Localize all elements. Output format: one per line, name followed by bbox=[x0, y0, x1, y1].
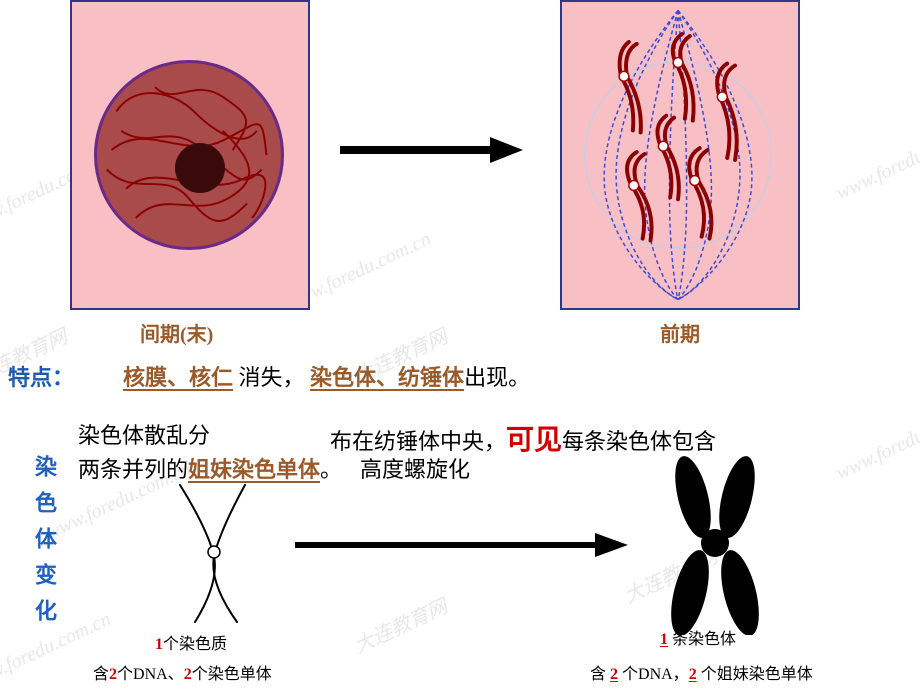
line3-pre: 两条并列的 bbox=[78, 457, 188, 482]
cap-l1-post: 个染色质 bbox=[163, 636, 227, 653]
cap-r2-n2: 2 bbox=[689, 666, 697, 683]
cap-l1-num: 1 bbox=[155, 636, 163, 653]
cap-l2-post: 个染色单体 bbox=[192, 666, 272, 683]
line2b-red: 可见 bbox=[506, 425, 562, 456]
disappear-tail: 消失， bbox=[233, 365, 305, 390]
appear-parts: 染色体、纺锤体 bbox=[310, 365, 464, 390]
cap-l2-mid: 个DNA、 bbox=[117, 666, 184, 683]
cap-l2-pre: 含 bbox=[93, 666, 109, 683]
body-line-2a: 染色体散乱分 bbox=[78, 418, 210, 450]
cap-r1-num: 1 bbox=[660, 631, 668, 648]
spiral-text: 高度螺旋化 bbox=[360, 452, 470, 484]
caption-right-2: 含 2 个DNA，2 个姐妹染色单体 bbox=[590, 660, 813, 684]
prophase-label: 前期 bbox=[660, 318, 700, 347]
interphase-label: 间期(末) bbox=[140, 318, 213, 347]
interphase-cell bbox=[70, 0, 310, 310]
cap-r1-post: 条染色体 bbox=[668, 631, 736, 648]
cap-r2-pre: 含 bbox=[590, 666, 610, 683]
caption-left-2: 含2个DNA、2个染色单体 bbox=[93, 660, 272, 684]
caption-left-1: 1个染色质 bbox=[155, 630, 227, 654]
prophase-cell bbox=[560, 0, 800, 310]
line2b-post: 每条染色体包含 bbox=[562, 429, 716, 454]
arrow-interphase-to-prophase bbox=[335, 135, 525, 165]
chromosome-diagram bbox=[660, 455, 770, 635]
disappear-parts: 核膜、核仁 bbox=[123, 365, 233, 390]
cap-r2-mid: 个DNA， bbox=[618, 666, 689, 683]
watermark: www.foredu.com.cn bbox=[833, 398, 920, 485]
caption-right-1: 1 条染色体 bbox=[660, 625, 736, 649]
appear-tail: 出现。 bbox=[464, 365, 530, 390]
cap-l2-n2: 2 bbox=[184, 666, 192, 683]
cap-r2-n1: 2 bbox=[610, 666, 618, 683]
line2b-pre: 布在纺锤体中央， bbox=[330, 429, 506, 454]
features-label: 特点： bbox=[8, 365, 74, 390]
chromatin-diagram bbox=[145, 480, 285, 630]
arrow-chromatin-to-chromosome bbox=[290, 530, 630, 560]
cap-l2-n1: 2 bbox=[109, 666, 117, 683]
watermark-cn: 大连教育网 bbox=[349, 590, 452, 659]
nucleus bbox=[94, 60, 284, 250]
line3-dot: 。 bbox=[320, 457, 342, 482]
vertical-label: 染色体变化 bbox=[28, 455, 60, 635]
cap-r2-post: 个姐妹染色单体 bbox=[697, 666, 813, 683]
watermark: www.foredu.com.cn bbox=[833, 118, 920, 205]
features-line: 特点： 核膜、核仁 消失， 染色体、纺锤体出现。 bbox=[8, 360, 908, 392]
spindle-and-chromosomes bbox=[562, 2, 798, 308]
nucleolus bbox=[175, 143, 225, 193]
line3-underlined: 姐妹染色单体 bbox=[188, 457, 320, 482]
